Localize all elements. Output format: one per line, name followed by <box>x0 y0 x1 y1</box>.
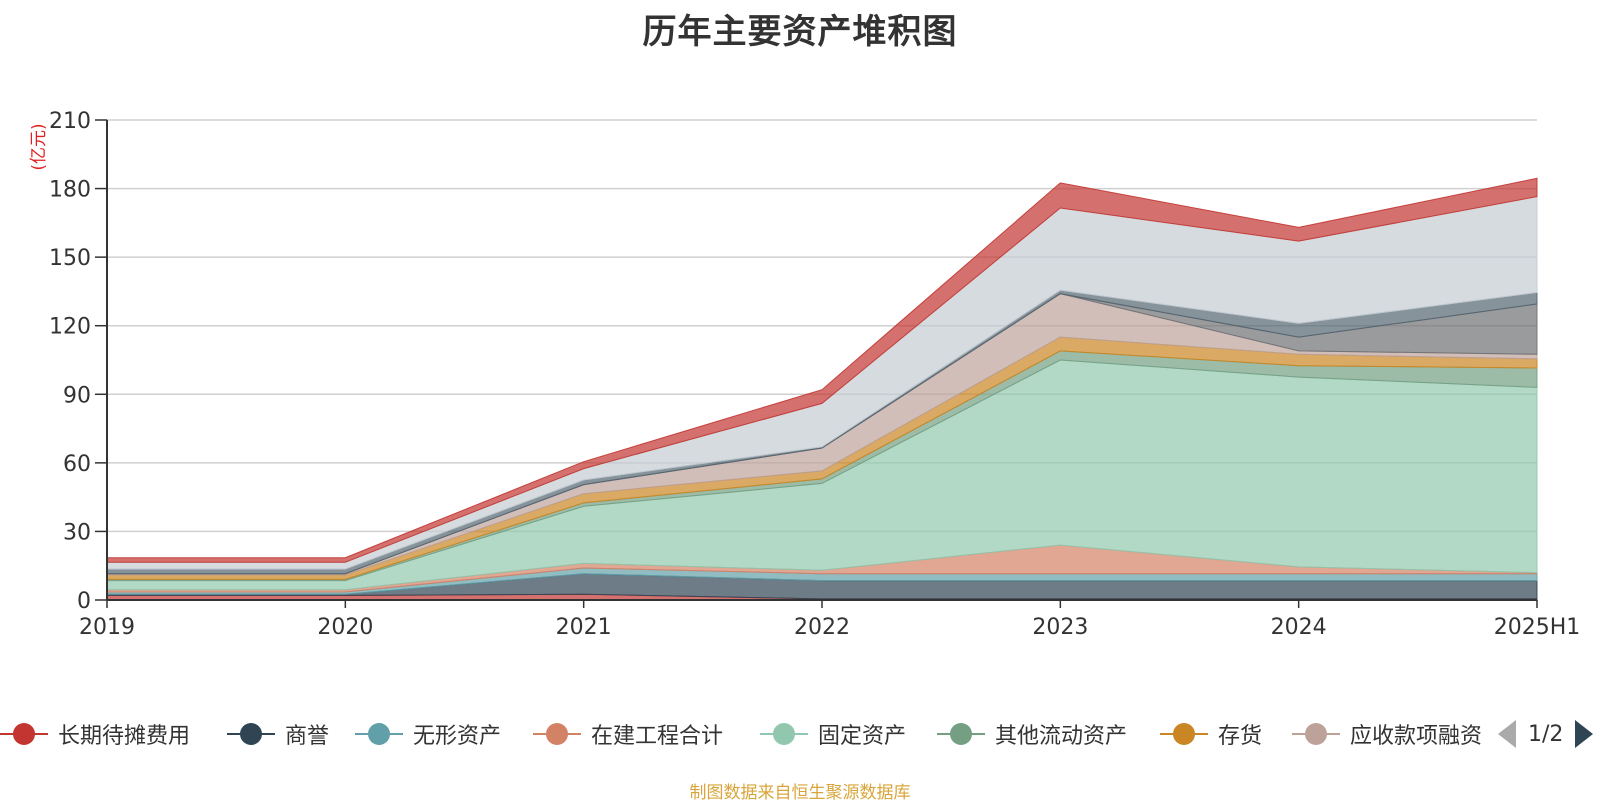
x-tick-label: 2023 <box>1032 615 1088 640</box>
legend-next-page-icon[interactable] <box>1575 720 1594 748</box>
legend-marker-icon <box>355 712 403 756</box>
legend-marker-icon <box>533 712 581 756</box>
legend-label: 应收款项融资 <box>1350 724 1482 749</box>
y-tick-label: 90 <box>63 383 91 408</box>
x-tick-label: 2024 <box>1271 615 1327 640</box>
source-note: 制图数据来自恒生聚源数据库 <box>689 783 911 803</box>
legend-pager: 1/2 <box>1498 712 1594 756</box>
legend-prev-page-icon[interactable] <box>1498 720 1516 748</box>
x-tick-label: 2021 <box>556 615 612 640</box>
legend-item[interactable]: 无形资产 <box>355 712 501 756</box>
legend-item[interactable]: 固定资产 <box>760 712 906 756</box>
x-tick-label: 2020 <box>317 615 373 640</box>
x-tick-label: 2025H1 <box>1494 615 1581 640</box>
legend-label: 商誉 <box>285 724 330 749</box>
area-series-11 <box>106 177 1538 563</box>
legend-item[interactable]: 其他流动资产 <box>937 712 1127 756</box>
legend-marker-icon <box>937 712 985 756</box>
x-tick-label: 2019 <box>79 615 135 640</box>
legend-marker-icon <box>0 712 48 756</box>
y-tick-label: 60 <box>63 452 91 477</box>
legend-item[interactable]: 在建工程合计 <box>533 712 723 756</box>
y-tick-label: 30 <box>63 520 91 545</box>
y-tick-label: 150 <box>49 246 91 271</box>
y-axis-unit-label: (亿元) <box>29 123 49 170</box>
legend-item[interactable]: 长期待摊费用 <box>0 712 190 756</box>
legend-item[interactable]: 应收款项融资 <box>1292 712 1482 756</box>
x-tick-label: 2022 <box>794 615 850 640</box>
y-tick-label: 210 <box>49 109 91 134</box>
y-tick-label: 180 <box>49 178 91 203</box>
legend-marker-icon <box>1292 712 1340 756</box>
legend-label: 存货 <box>1218 724 1263 749</box>
legend-label: 固定资产 <box>818 724 907 749</box>
legend-label: 无形资产 <box>413 724 502 749</box>
legend-item[interactable]: 存货 <box>1160 712 1262 756</box>
legend-marker-icon <box>227 712 275 756</box>
legend-label: 其他流动资产 <box>995 724 1128 749</box>
y-tick-label: 0 <box>77 589 91 614</box>
y-tick-label: 120 <box>49 315 91 340</box>
legend-items: 长期待摊费用 商誉 无形资产 在建工程合计 固定资产 其他流动资产 存货 应收款项融资 <box>0 712 1482 756</box>
legend-label: 在建工程合计 <box>591 724 724 749</box>
axes: 0 30 60 90 120 150 180 210 2019 2020 2021 2022 2023 2… <box>49 109 1580 640</box>
legend-marker-icon <box>760 712 808 756</box>
legend-marker-icon <box>1160 712 1208 756</box>
legend-label: 长期待摊费用 <box>58 724 191 749</box>
legend: 长期待摊费用 商誉 无形资产 在建工程合计 固定资产 其他流动资产 存货 应收款项融资 1/2 <box>0 712 1600 756</box>
legend-item[interactable]: 商誉 <box>227 712 329 756</box>
stacked-areas <box>106 177 1538 601</box>
legend-page-indicator: 1/2 <box>1528 721 1564 747</box>
chart-title: 历年主要资产堆积图 <box>642 12 958 52</box>
